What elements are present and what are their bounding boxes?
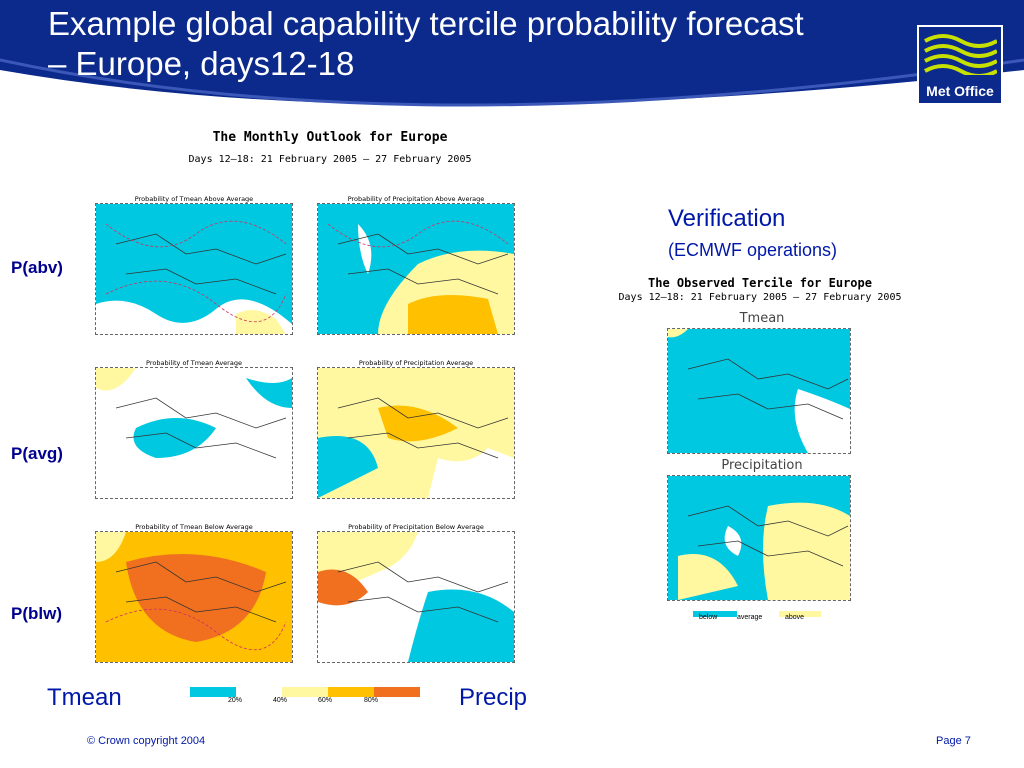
key-below-label: below	[699, 614, 718, 621]
row-label-below: P(blw)	[11, 604, 62, 623]
map-observed-tmean	[667, 328, 851, 454]
map-tmean-below	[95, 531, 293, 663]
map-observed-precip	[667, 475, 851, 601]
map-precip-above	[317, 203, 515, 335]
met-office-logo: Met Office	[917, 25, 1003, 105]
waves-icon	[924, 34, 997, 75]
outlook-title: The Monthly Outlook for Europe	[212, 130, 448, 145]
key-average-swatch	[737, 611, 779, 617]
map-title-tmean-below: Probability of Tmean Below Average	[135, 523, 253, 531]
outlook-subtitle: Days 12–18: 21 February 2005 – 27 Februa…	[188, 154, 472, 165]
copyright-footer: © Crown copyright 2004	[87, 735, 206, 747]
map-precip-avg	[317, 367, 515, 499]
map-title-tmean-avg: Probability of Tmean Average	[146, 359, 242, 367]
slide-title: Example global capability tercile probab…	[48, 5, 804, 82]
key-above-label: above	[785, 614, 805, 621]
row-label-average: P(avg)	[11, 444, 63, 463]
verification-subtitle: (ECMWF operations)	[668, 240, 838, 260]
logo-text: Met Office	[926, 83, 994, 99]
scale-label-80: 80%	[364, 697, 379, 704]
page-number: Page 7	[936, 735, 971, 747]
map-title-precip-above: Probability of Precipitation Above Avera…	[347, 195, 485, 203]
observed-precip-label: Precipitation	[721, 458, 803, 473]
map-precip-below	[317, 531, 515, 663]
map-tmean-avg	[95, 367, 293, 499]
map-tmean-above	[95, 203, 293, 335]
scale-label-40: 40%	[273, 697, 288, 704]
map-title-tmean-above: Probability of Tmean Above Average	[134, 195, 254, 203]
observed-tercile-title: The Observed Tercile for Europe	[648, 276, 872, 290]
bottom-label-precip: Precip	[459, 684, 528, 711]
bottom-label-tmean: Tmean	[47, 684, 122, 711]
observed-tercile-subtitle: Days 12–18: 21 February 2005 – 27 Februa…	[618, 292, 902, 303]
map-title-precip-avg: Probability of Precipitation Average	[358, 359, 474, 367]
header-curve-decoration	[0, 58, 1024, 116]
key-above-swatch	[779, 611, 821, 617]
row-label-above: P(abv)	[11, 258, 63, 277]
scale-label-20: 20%	[228, 697, 243, 704]
slide-header: Example global capability tercile probab…	[0, 0, 1024, 116]
verification-title: Verification	[668, 205, 786, 232]
scale-label-60: 60%	[318, 697, 333, 704]
observed-tmean-label: Tmean	[739, 311, 785, 326]
key-below-swatch	[693, 611, 737, 617]
probability-scale-bar	[190, 687, 420, 697]
map-title-precip-below: Probability of Precipitation Below Avera…	[348, 523, 484, 531]
key-average-label: average	[737, 614, 763, 621]
